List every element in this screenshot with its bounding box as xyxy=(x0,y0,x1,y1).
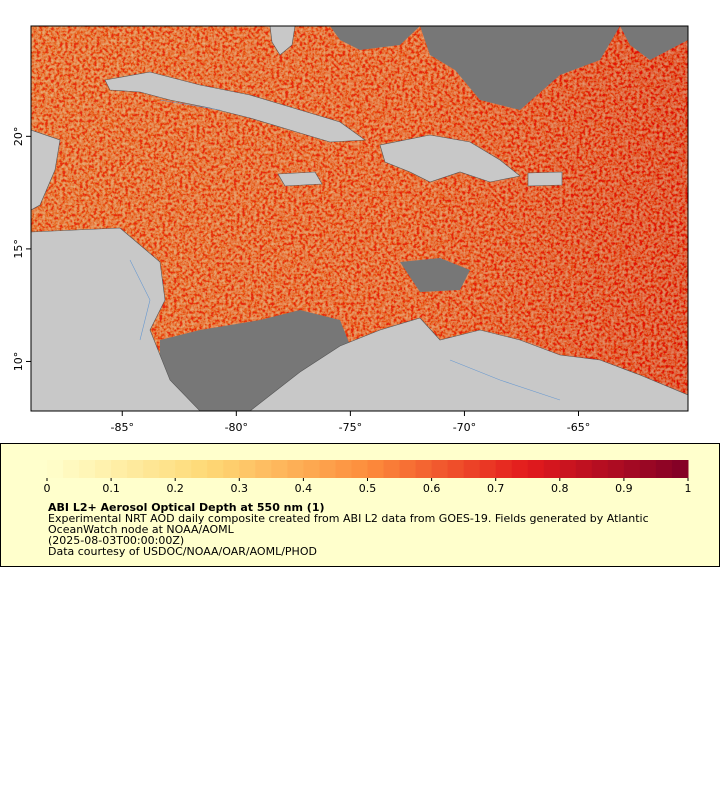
colorbar-swatch xyxy=(111,460,128,478)
colorbar-swatch xyxy=(95,460,112,478)
colorbar-swatch xyxy=(159,460,176,478)
colorbar-swatch xyxy=(383,460,401,478)
colorbar-swatch xyxy=(79,460,96,478)
y-tick-label: 15° xyxy=(12,239,25,258)
legend-line: Data courtesy of USDOC/NOAA/OAR/AOML/PHO… xyxy=(48,545,317,558)
map-frame xyxy=(30,25,689,412)
x-tick-label: -70° xyxy=(453,421,476,434)
colorbar-swatch xyxy=(527,460,545,478)
colorbar-tick-label: 0.1 xyxy=(102,482,120,495)
colorbar-swatch xyxy=(63,460,80,478)
legend-line: OceanWatch node at NOAA/AOML xyxy=(48,523,235,536)
colorbar-swatch xyxy=(607,460,625,478)
land xyxy=(31,26,688,411)
colorbar-swatch xyxy=(127,460,144,478)
colorbar-tick-label: 0.2 xyxy=(166,482,184,495)
colorbar-swatch xyxy=(495,460,513,478)
colorbar-swatch xyxy=(303,460,320,478)
colorbar-swatch xyxy=(287,460,304,478)
colorbar-tick-label: 0.6 xyxy=(423,482,441,495)
colorbar-swatch xyxy=(175,460,192,478)
colorbar-swatch xyxy=(463,460,481,478)
legend-line: Experimental NRT AOD daily composite cre… xyxy=(48,512,649,525)
colorbar-swatch xyxy=(367,460,385,478)
x-tick-label: -75° xyxy=(339,421,362,434)
colorbar-swatch xyxy=(415,460,433,478)
colorbar-swatch xyxy=(671,460,689,478)
colorbar-tick-label: 1 xyxy=(685,482,692,495)
rivers xyxy=(129,99,561,401)
colorbar-swatch xyxy=(399,460,417,478)
colorbar-swatch xyxy=(623,460,641,478)
colorbar-swatch xyxy=(639,460,657,478)
colorbar-swatch xyxy=(223,460,240,478)
y-tick-label: 10° xyxy=(12,352,25,372)
colorbar: 0 0.1 0.2 0.3 0.4 0.5 0.6 0.7 0.8 0.9 1 xyxy=(44,460,692,495)
colorbar-tick-label: 0.7 xyxy=(487,482,505,495)
legend-title: ABI L2+ Aerosol Optical Depth at 550 nm … xyxy=(48,501,325,514)
colorbar-swatch xyxy=(47,460,64,478)
map-area xyxy=(31,26,688,411)
colorbar-tick-label: 0 xyxy=(44,482,51,495)
colorbar-swatch xyxy=(575,460,593,478)
colorbar-swatch xyxy=(191,460,208,478)
colorbar-swatch xyxy=(351,460,368,478)
colorbar-swatch xyxy=(319,460,336,478)
x-tick-label: -65° xyxy=(567,421,590,434)
colorbar-swatch xyxy=(511,460,529,478)
colorbar-swatch xyxy=(559,460,577,478)
colorbar-swatch xyxy=(543,460,561,478)
colorbar-swatch xyxy=(655,460,673,478)
colorbar-swatch xyxy=(447,460,465,478)
colorbar-tick-label: 0.8 xyxy=(551,482,569,495)
colorbar-swatch xyxy=(335,460,352,478)
colorbar-swatch xyxy=(143,460,160,478)
colorbar-tick-label: 0.4 xyxy=(295,482,313,495)
x-tick-label: -80° xyxy=(225,421,248,434)
colorbar-tick-label: 0.3 xyxy=(231,482,249,495)
legend-line: (2025-08-03T00:00:00Z) xyxy=(48,534,184,547)
colorbar-tick-label: 0.9 xyxy=(615,482,633,495)
colorbar-swatch xyxy=(591,460,609,478)
colorbar-swatch xyxy=(479,460,497,478)
x-tick-label: -85° xyxy=(111,421,134,434)
y-tick-label: 20° xyxy=(12,127,25,147)
colorbar-swatch xyxy=(271,460,288,478)
colorbar-swatch xyxy=(239,460,256,478)
colorbar-tick-label: 0.5 xyxy=(359,482,377,495)
colorbar-swatch xyxy=(255,460,272,478)
colorbar-swatch xyxy=(207,460,224,478)
colorbar-swatch xyxy=(431,460,449,478)
